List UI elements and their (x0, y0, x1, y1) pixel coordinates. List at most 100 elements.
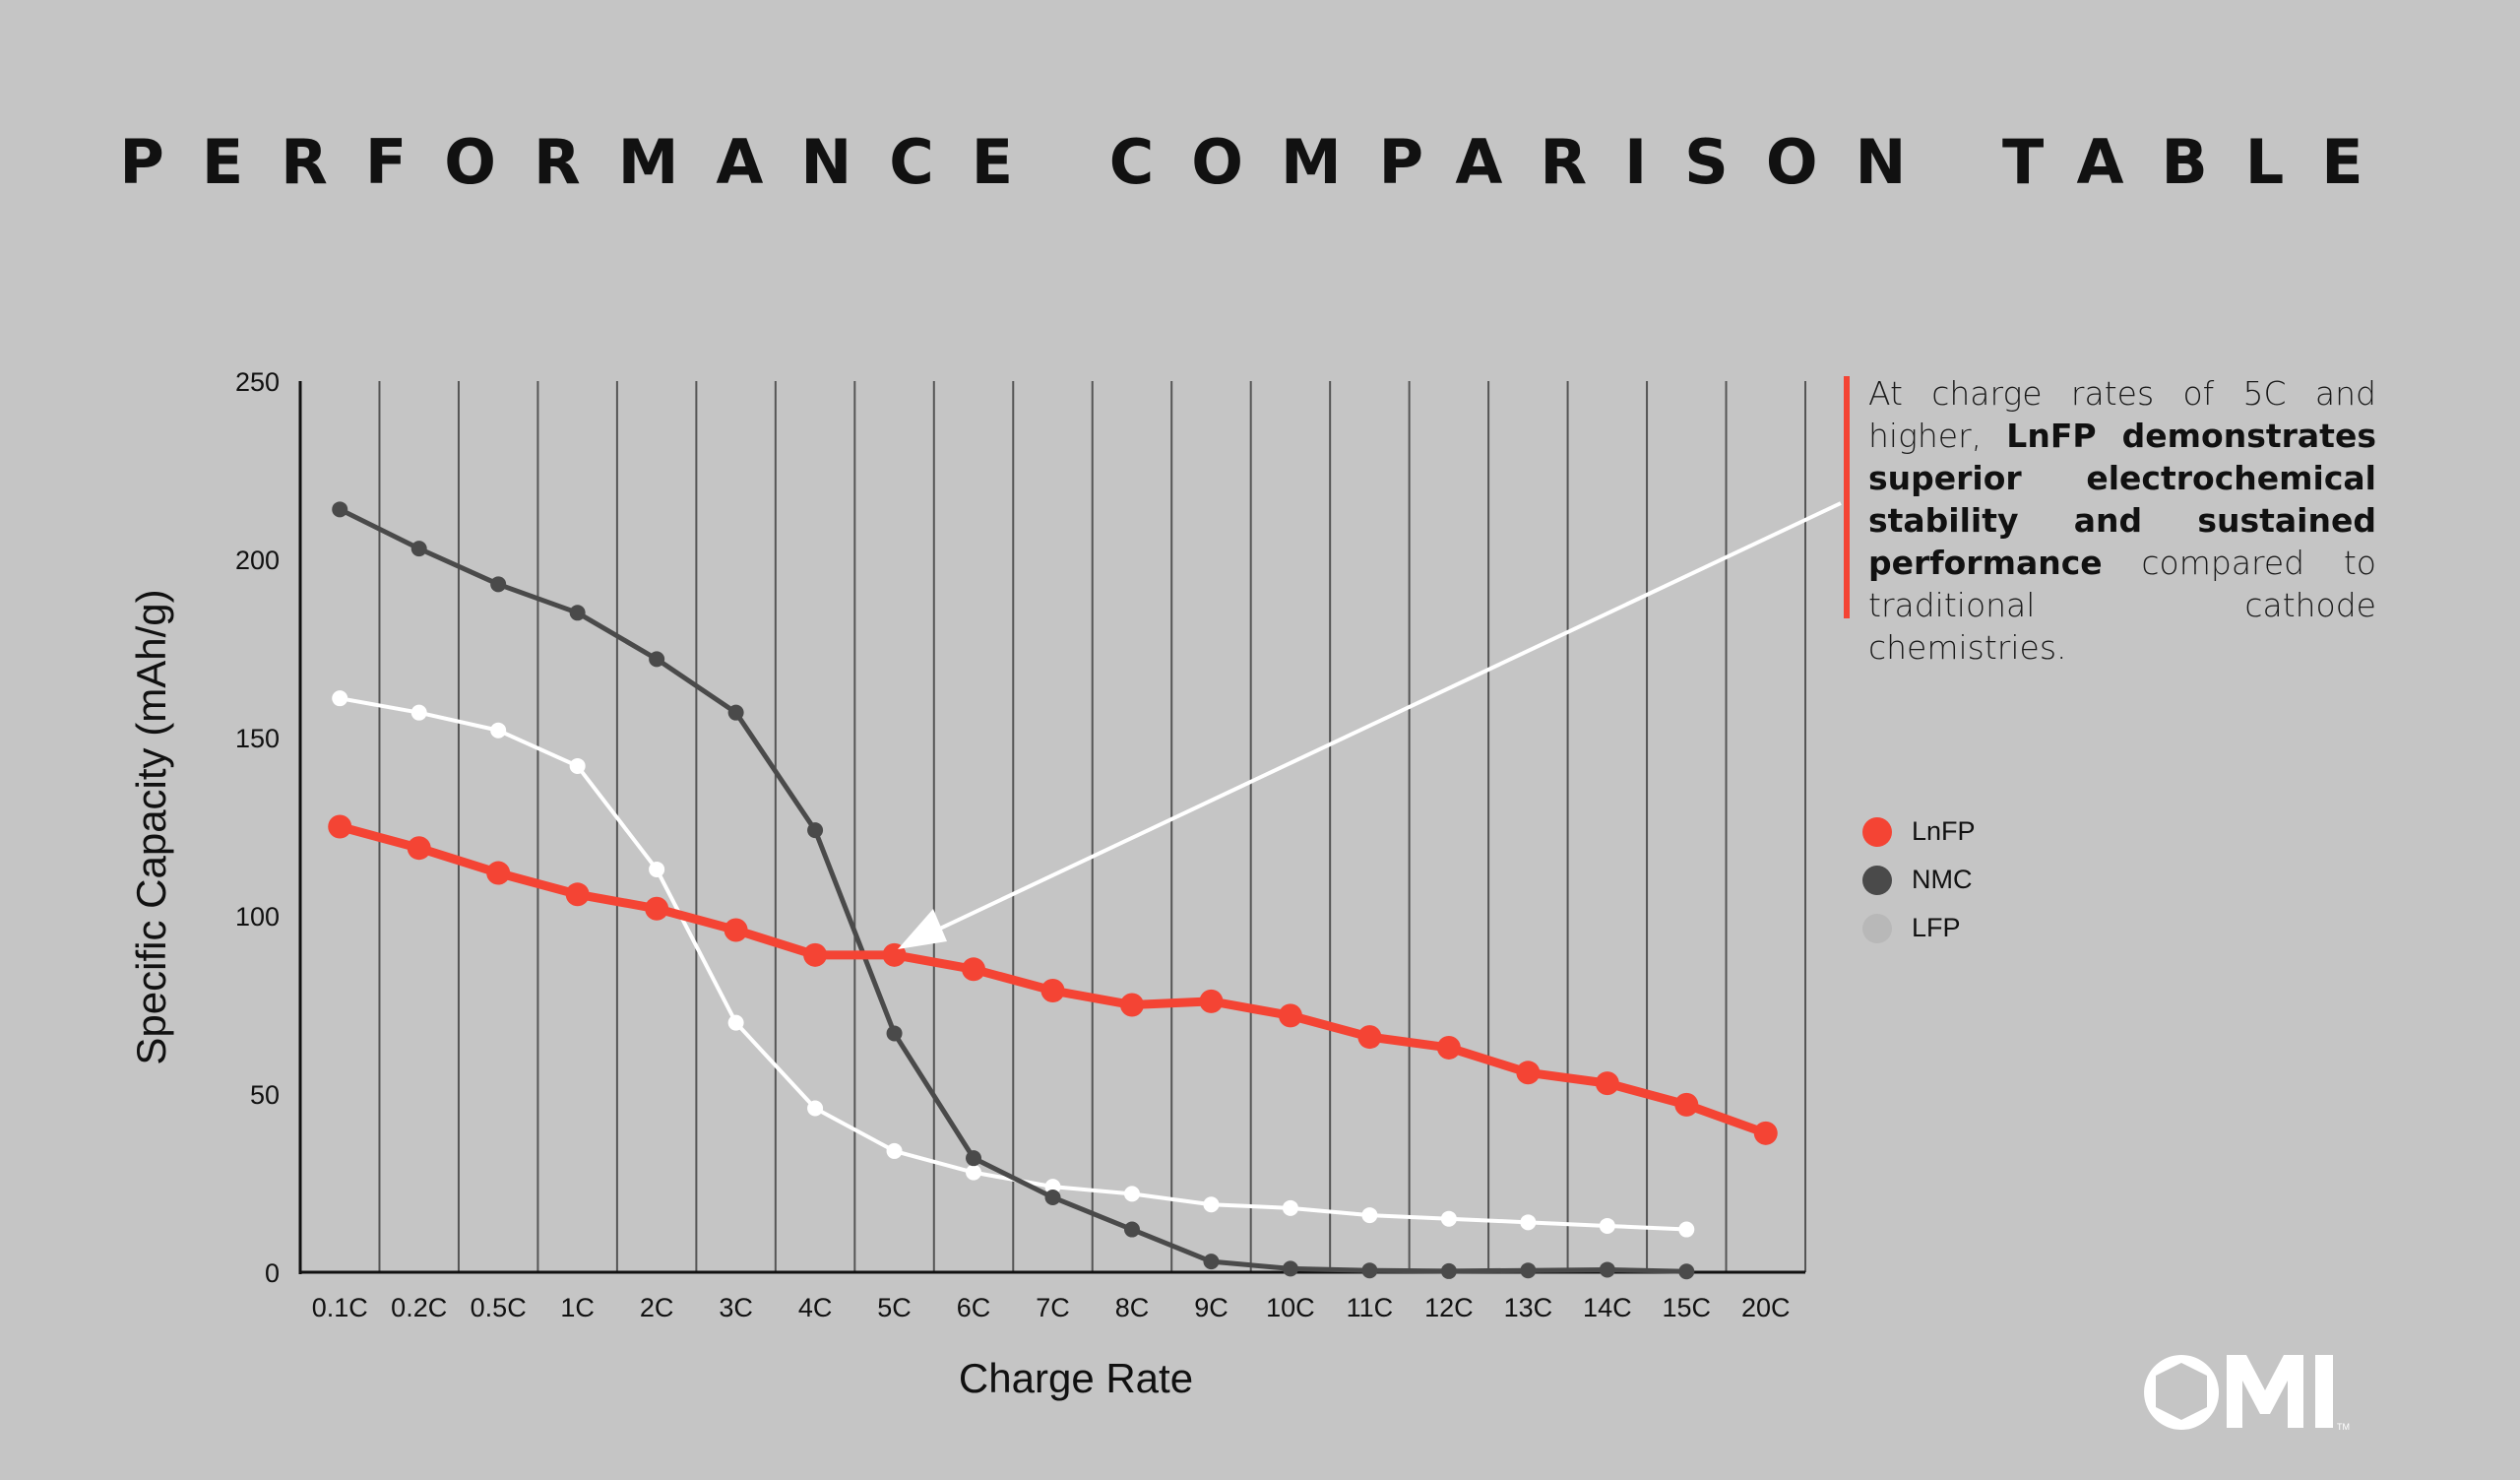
data-point (1599, 1217, 1615, 1234)
x-tick-label: 5C (877, 1293, 912, 1322)
x-tick-label: 0.1C (312, 1293, 368, 1322)
data-point (1203, 1196, 1220, 1213)
data-point (966, 1150, 982, 1167)
y-tick-label: 100 (235, 902, 280, 932)
annotation-tail: compared to traditional cathode chemistr… (1868, 544, 2376, 667)
legend: LnFP NMC LFP (1862, 807, 1976, 952)
data-point (1595, 1071, 1619, 1096)
data-point (882, 942, 907, 967)
data-point (886, 1025, 903, 1042)
data-point (410, 704, 427, 721)
data-point (486, 861, 511, 885)
grid-lines (378, 381, 1806, 1272)
y-tick-label: 150 (235, 724, 280, 753)
data-point (886, 1142, 903, 1159)
legend-dot-icon (1862, 816, 1892, 847)
x-tick-label: 0.2C (391, 1293, 447, 1322)
y-tick-labels: 0 50 100 150 200 250 (235, 367, 280, 1288)
data-point (332, 690, 348, 707)
legend-label: LFP (1912, 913, 1961, 942)
data-point (1436, 1035, 1461, 1060)
data-point (727, 1014, 744, 1031)
x-tick-label: 20C (1741, 1293, 1791, 1322)
data-point (962, 957, 986, 982)
x-tick-label: 2C (640, 1293, 674, 1322)
data-point (1044, 1189, 1061, 1205)
data-point (1520, 1262, 1537, 1279)
data-point (1678, 1221, 1695, 1238)
data-point (1282, 1260, 1298, 1277)
data-point (1123, 1186, 1140, 1202)
x-tick-label: 15C (1663, 1293, 1712, 1322)
legend-dot-icon (1862, 865, 1892, 895)
y-tick-label: 250 (235, 367, 280, 397)
data-point (1282, 1199, 1298, 1216)
data-point (1599, 1261, 1615, 1278)
chart-title: PERFORMANCE COMPARISON TABLE (119, 126, 2401, 198)
data-point (1440, 1210, 1457, 1227)
x-tick-labels: 0.1C 0.2C 0.5C 1C 2C 3C 4C 5C 6C 7C 8C 9C 10C 11C 12C 1… (312, 1293, 1791, 1322)
data-point (724, 918, 748, 942)
series-lines (328, 501, 1778, 1280)
data-point (807, 822, 824, 839)
data-point (407, 836, 431, 861)
data-point (1203, 1254, 1220, 1270)
y-tick-label: 0 (265, 1258, 280, 1288)
data-point (645, 896, 669, 921)
y-axis-label: Specific Capacity (mAh/g) (128, 589, 174, 1064)
annotation-bar (1844, 376, 1850, 618)
omi-logo: TM (2144, 1355, 2350, 1432)
y-tick-label: 200 (235, 546, 280, 575)
data-point (410, 541, 427, 557)
x-tick-label: 10C (1266, 1293, 1315, 1322)
data-point (1119, 993, 1144, 1017)
data-point (490, 576, 507, 593)
svg-text:TM: TM (2337, 1422, 2350, 1432)
data-point (803, 942, 828, 967)
data-point (569, 757, 586, 774)
data-point (565, 882, 590, 907)
x-tick-label: 7C (1036, 1293, 1070, 1322)
annotation-lead: At charge rates of 5C and higher, (1868, 374, 2376, 455)
x-tick-label: 3C (719, 1293, 753, 1322)
data-point (1361, 1207, 1378, 1224)
x-axis-label: Charge Rate (959, 1355, 1193, 1401)
axes (298, 381, 1805, 1274)
data-point (1520, 1214, 1537, 1231)
x-tick-label: 0.5C (471, 1293, 527, 1322)
legend-dot-icon (1862, 913, 1892, 943)
data-point (1123, 1221, 1140, 1238)
data-point (1278, 1003, 1302, 1028)
data-point (966, 1164, 982, 1181)
annotation-arrow (898, 501, 1842, 949)
series-line-nmc (339, 507, 1687, 1274)
legend-item-nmc: NMC (1862, 856, 1976, 904)
series-nmc (332, 501, 1695, 1280)
data-point (1040, 979, 1065, 1003)
data-point (1678, 1263, 1695, 1280)
legend-label: LnFP (1912, 816, 1976, 846)
x-tick-label: 6C (957, 1293, 991, 1322)
data-point (807, 1100, 824, 1117)
data-point (649, 861, 665, 877)
legend-item-lnfp: LnFP (1862, 807, 1976, 856)
x-tick-label: 8C (1115, 1293, 1150, 1322)
x-tick-label: 14C (1583, 1293, 1632, 1322)
data-point (490, 722, 507, 739)
data-point (1753, 1121, 1778, 1145)
data-point (1361, 1262, 1378, 1279)
data-point (1674, 1092, 1699, 1117)
x-tick-label: 4C (798, 1293, 833, 1322)
data-point (1357, 1025, 1382, 1050)
data-point (332, 501, 348, 518)
data-point (328, 814, 352, 839)
x-tick-label: 1C (560, 1293, 595, 1322)
data-point (727, 704, 744, 721)
y-tick-label: 50 (250, 1080, 280, 1110)
annotation-text: At charge rates of 5C and higher, LnFP d… (1868, 372, 2376, 669)
legend-label: NMC (1912, 865, 1973, 894)
series-lnfp (328, 814, 1778, 1145)
x-tick-label: 11C (1347, 1293, 1394, 1322)
x-tick-label: 13C (1504, 1293, 1553, 1322)
